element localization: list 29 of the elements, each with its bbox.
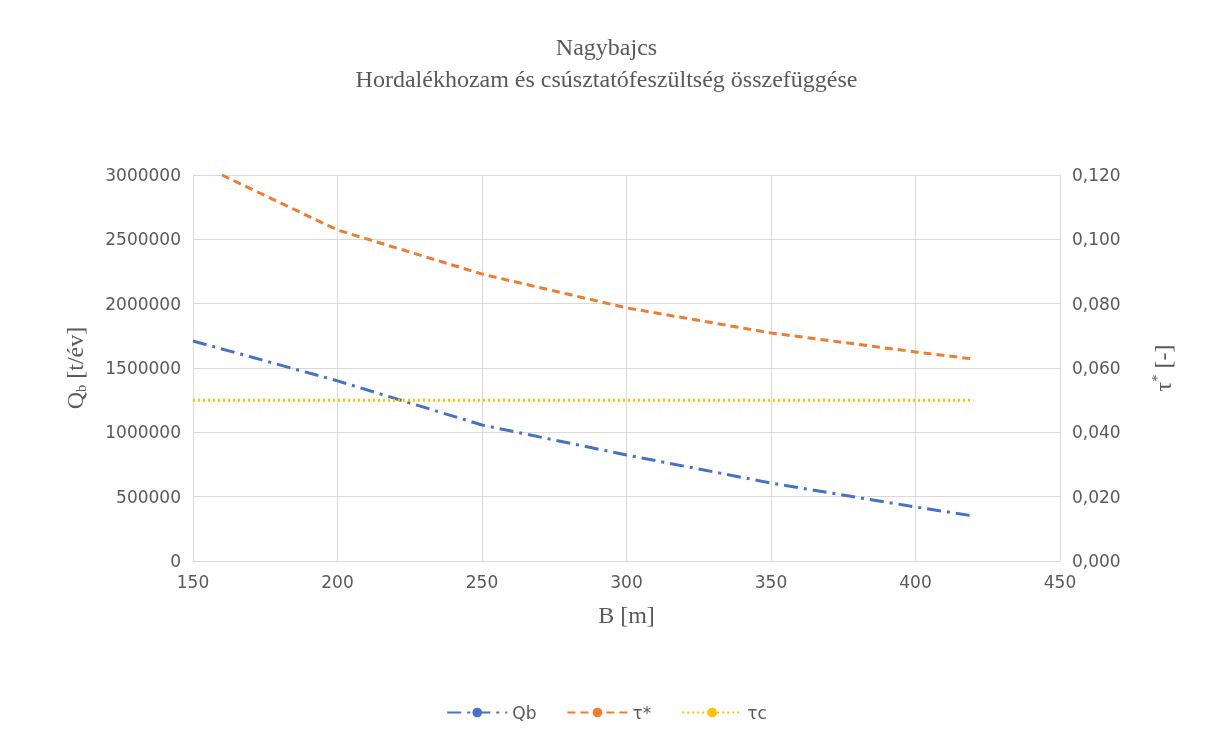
x-tick-label: 450: [1043, 571, 1077, 592]
x-tick-label: 400: [899, 571, 932, 592]
y2-tick-label: 0,060: [1072, 358, 1121, 378]
legend-label: τ*: [632, 702, 652, 723]
y2-tick-label: 0,040: [1072, 422, 1121, 443]
y2-axis-title: τ* [-]: [1149, 344, 1176, 392]
y2-tick-label: 0,000: [1072, 551, 1121, 571]
chart-subtitle: Hordalékhozam és csúsztatófeszültség összefüggése: [355, 66, 858, 92]
y-tick-label: 1500000: [105, 358, 181, 378]
x-tick-label: 350: [754, 571, 788, 592]
y-tick-label: 500000: [116, 486, 181, 507]
chart-title: Nagybajcs: [555, 34, 658, 60]
y2-tick-label: 0,100: [1072, 229, 1121, 250]
y2-tick-label: 0,020: [1072, 486, 1121, 507]
x-tick-label: 200: [321, 571, 354, 592]
y-tick-label: 1000000: [105, 422, 181, 443]
y-tick-label: 3000000: [105, 165, 181, 185]
y2-tick-label: 0,080: [1072, 293, 1121, 314]
legend-label: τc: [747, 702, 767, 723]
legend-label: Qb: [512, 702, 537, 723]
x-tick-label: 250: [465, 571, 499, 592]
x-tick-label: 150: [176, 571, 210, 592]
y2-tick-label: 0,120: [1072, 165, 1121, 185]
y-tick-label: 2500000: [105, 229, 181, 250]
y-tick-label: 2000000: [105, 293, 181, 314]
y-axis-title: Qb [t/év]: [62, 326, 89, 410]
y-tick-label: 0: [170, 551, 181, 571]
x-tick-label: 300: [610, 571, 643, 592]
x-axis-title: B [m]: [598, 602, 655, 628]
